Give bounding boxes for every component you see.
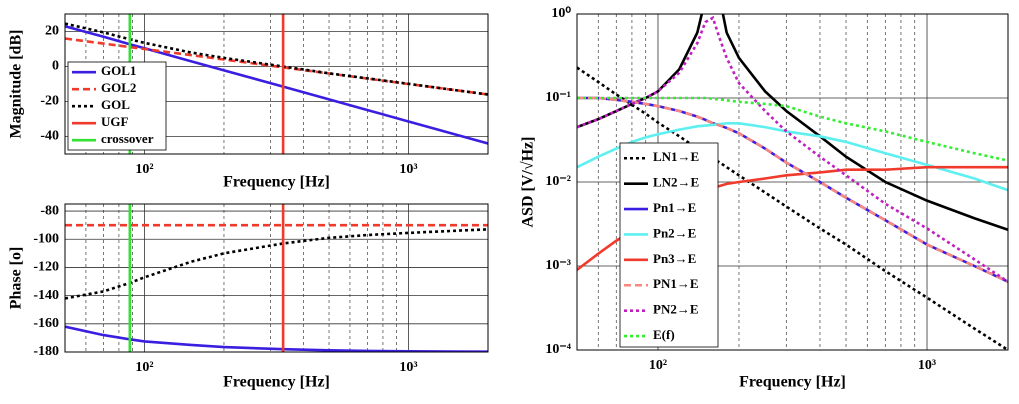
legend-label: Pn2→E: [653, 225, 696, 240]
y-tick-label: 10⁻⁴: [545, 342, 571, 357]
y-tick-label: -40: [40, 129, 59, 144]
y-tick-label: -100: [33, 231, 59, 246]
legend: LN1→E LN2→E Pn1→E Pn2→E Pn3→E PN1→E PN2→E E(f): [619, 142, 719, 348]
x-axis-label: Frequency [Hz]: [223, 174, 330, 191]
frame: [64, 13, 489, 155]
y-tick-label: -180: [33, 344, 59, 359]
x-tick-label: 10³: [918, 358, 936, 373]
y-tick-label: -140: [33, 288, 59, 303]
y-tick-label: -160: [33, 316, 59, 331]
axes: 10² 10³ -180 -160 -140 -120 -100 -80 Frequency […: [8, 203, 489, 391]
legend-label: GOL1: [101, 63, 136, 78]
legend-label: GOL2: [101, 80, 136, 95]
legend-label: GOL: [101, 97, 130, 112]
x-tick-label: 10²: [135, 360, 153, 375]
y-tick-label: 10⁰: [551, 6, 571, 21]
series-line: [65, 24, 488, 145]
y-tick-label: 20: [45, 24, 59, 39]
y-tick-label: 10⁻¹: [545, 90, 571, 105]
x-tick-label: 10²: [649, 358, 667, 373]
series-line: [65, 228, 488, 300]
legend-label: E(f): [653, 327, 675, 342]
y-tick-label: 0: [52, 59, 59, 74]
legend-label: Pn3→E: [653, 251, 696, 266]
legend-label: UGF: [101, 114, 129, 129]
y-axis-label: Phase [o]: [8, 247, 25, 310]
legend: GOL1 GOL2 GOL UGF crossover: [67, 61, 167, 151]
frame: [64, 203, 489, 353]
series-line: [65, 22, 488, 96]
plot-area: [65, 204, 488, 352]
legend-label: Pn1→E: [653, 200, 696, 215]
series-line: [577, 15, 1008, 283]
y-axis-label: Magnitude [dB]: [8, 30, 25, 139]
frame: [576, 13, 1009, 351]
x-tick-label: 10³: [399, 162, 417, 177]
legend-label: LN2→E: [653, 175, 699, 190]
y-tick-label: 10⁻²: [545, 174, 571, 189]
legend-label: LN1→E: [653, 149, 699, 164]
axes: 10² 10³ -40 -20 0 20 Frequency [Hz] Magnitude […: [8, 13, 489, 191]
legend-label: PN2→E: [653, 302, 699, 317]
x-tick-label: 10³: [399, 360, 417, 375]
legend-label: crossover: [101, 131, 154, 146]
y-tick-label: -120: [33, 260, 59, 275]
x-axis-label: Frequency [Hz]: [223, 374, 330, 391]
y-tick-label: -80: [40, 203, 59, 218]
x-axis-label: Frequency [Hz]: [739, 374, 846, 391]
series-line: [577, 121, 1008, 192]
y-axis-label: ASD [V/√Hz]: [520, 137, 537, 228]
axes: 10² 10³ 10⁻⁴ 10⁻³ 10⁻² 10⁻¹ 10⁰ Frequency [Hz] A…: [520, 6, 1009, 391]
legend-box: [619, 142, 719, 348]
series-line: [65, 325, 488, 352]
plot: [65, 204, 488, 352]
x-tick-label: 10²: [135, 162, 153, 177]
y-tick-label: 10⁻³: [545, 258, 571, 273]
series-line: [577, 96, 1008, 283]
legend-label: PN1→E: [653, 276, 699, 291]
y-tick-label: -20: [40, 94, 59, 109]
